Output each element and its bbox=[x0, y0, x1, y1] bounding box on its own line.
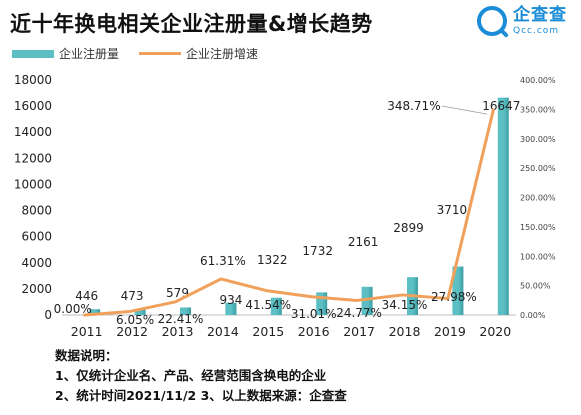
bar-2017 bbox=[361, 286, 373, 315]
y-right-tick-label: 200.00% bbox=[520, 194, 556, 203]
bar-2014 bbox=[225, 302, 237, 315]
x-tick-label-2014: 2014 bbox=[207, 324, 239, 339]
x-tick-label-2012: 2012 bbox=[116, 324, 148, 339]
bar-value-label: 473 bbox=[121, 289, 144, 303]
y-right-tick-label: 0.00% bbox=[520, 311, 546, 320]
x-tick-label-2020: 2020 bbox=[479, 324, 511, 339]
magnifier-logo-icon bbox=[477, 6, 507, 36]
notes-heading: 数据说明： bbox=[55, 348, 118, 363]
line-value-label: 34.15% bbox=[382, 298, 428, 312]
x-tick-label-2016: 2016 bbox=[298, 324, 330, 339]
y-right-tick-label: 400.00% bbox=[520, 76, 556, 85]
legend-item-bar: 企业注册量 bbox=[12, 45, 119, 62]
line-value-label: 41.54% bbox=[245, 298, 291, 312]
label-leader-line bbox=[441, 105, 488, 115]
bar-2011 bbox=[89, 309, 101, 315]
y-left-tick-label: 6000 bbox=[21, 230, 52, 244]
growth-line bbox=[83, 108, 495, 317]
bar-value-label: 934 bbox=[219, 293, 242, 307]
y-right-tick-label: 250.00% bbox=[520, 164, 556, 173]
line-value-label: 27.98% bbox=[431, 290, 477, 304]
legend-item-line: 企业注册增速 bbox=[139, 45, 258, 62]
y-right-tick-label: 150.00% bbox=[520, 223, 556, 232]
y-left-tick-label: 16000 bbox=[14, 99, 52, 113]
notes-line-1: 1、仅统计企业名、产品、经营范围含换电的企业 bbox=[55, 368, 327, 383]
bar-value-label: 446 bbox=[75, 289, 98, 303]
y-left-tick-label: 0 bbox=[44, 308, 52, 322]
line-value-label: 24.77% bbox=[336, 306, 382, 320]
bar-2013 bbox=[180, 307, 191, 315]
legend-label-line: 企业注册增速 bbox=[186, 47, 259, 61]
bar-2020 bbox=[497, 97, 509, 315]
y-right-tick-label: 300.00% bbox=[520, 135, 556, 144]
y-left-tick-label: 18000 bbox=[14, 73, 52, 87]
bar-value-label: 1322 bbox=[257, 253, 288, 267]
y-left-tick-label: 10000 bbox=[14, 177, 52, 191]
chart-legend: 企业注册量 企业注册增速 bbox=[12, 45, 258, 62]
y-right-tick-label: 50.00% bbox=[520, 282, 551, 291]
line-value-label: 6.05% bbox=[116, 313, 154, 327]
bar-2019 bbox=[452, 266, 464, 315]
dual-axis-chart: 0 2000 4000 6000 8000 10000 12000 14000 16000 180… bbox=[14, 73, 556, 339]
bar-value-label: 2899 bbox=[393, 221, 424, 235]
logo-domain: Qcc.com bbox=[513, 25, 560, 36]
bar-value-label: 16647 bbox=[482, 99, 520, 113]
bar-value-label: 3710 bbox=[437, 203, 468, 217]
logo-name: 企查查 bbox=[513, 4, 567, 25]
legend-swatch-line bbox=[139, 52, 182, 55]
y-left-tick-label: 12000 bbox=[14, 151, 52, 165]
bar-value-label: 2161 bbox=[348, 235, 379, 249]
y-left-tick-label: 2000 bbox=[21, 282, 52, 296]
line-value-label: 348.71% bbox=[387, 99, 440, 113]
y-right-tick-label: 100.00% bbox=[520, 252, 556, 261]
qcc-logo: 企查查 Qcc.com bbox=[477, 6, 567, 36]
data-notes: 数据说明： 1、仅统计企业名、产品、经营范围含换电的企业 2、统计时间2021/… bbox=[55, 346, 347, 406]
page-title: 近十年换电相关企业注册量&增长趋势 bbox=[10, 12, 373, 36]
y-left-tick-label: 8000 bbox=[21, 204, 52, 218]
bar-2012 bbox=[134, 308, 146, 315]
bar-value-label: 1732 bbox=[302, 244, 333, 258]
x-tick-label-2011: 2011 bbox=[71, 324, 103, 339]
y-left-tick-label: 4000 bbox=[21, 256, 52, 270]
y-right-tick-label: 350.00% bbox=[520, 105, 556, 114]
bar-2016 bbox=[316, 292, 328, 315]
legend-label-bar: 企业注册量 bbox=[59, 47, 120, 61]
line-value-label: 31.01% bbox=[291, 307, 337, 321]
y-left-tick-label: 14000 bbox=[14, 125, 52, 139]
x-tick-label-2015: 2015 bbox=[252, 324, 284, 339]
bar-2015 bbox=[270, 297, 282, 315]
line-value-label: 0.00% bbox=[54, 302, 92, 316]
x-tick-label-2017: 2017 bbox=[343, 324, 375, 339]
x-tick-label-2019: 2019 bbox=[434, 324, 466, 339]
line-value-label: 22.41% bbox=[158, 312, 204, 326]
legend-swatch-bar bbox=[12, 49, 54, 58]
line-value-label: 61.31% bbox=[200, 254, 246, 268]
x-tick-label-2018: 2018 bbox=[389, 324, 421, 339]
x-tick-label-2013: 2013 bbox=[162, 324, 194, 339]
notes-line-2: 2、统计时间2021/11/2 3、以上数据来源：企查查 bbox=[55, 388, 347, 403]
